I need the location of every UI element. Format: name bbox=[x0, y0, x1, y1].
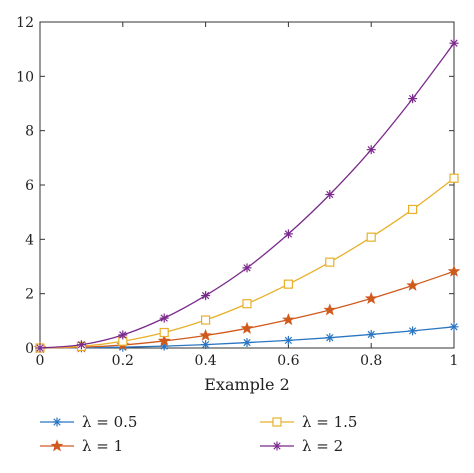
legend-label: λ = 0.5 bbox=[82, 413, 137, 431]
data-point bbox=[76, 340, 86, 350]
data-point bbox=[242, 299, 252, 309]
x-axis-title: Example 2 bbox=[204, 375, 290, 394]
data-point bbox=[366, 329, 376, 339]
data-point bbox=[157, 334, 171, 347]
data-point bbox=[449, 38, 459, 48]
data-point bbox=[159, 313, 169, 323]
legend: λ = 0.5 λ = 1 λ = 1.5 λ = 2 bbox=[40, 413, 357, 455]
x-tick-label: 0 bbox=[36, 353, 45, 369]
y-tick-label: 8 bbox=[25, 124, 34, 140]
data-point bbox=[325, 257, 335, 267]
y-tick-label: 10 bbox=[16, 69, 34, 85]
data-point bbox=[408, 204, 418, 215]
series-line-1 bbox=[39, 270, 455, 349]
x-tick-label: 0.8 bbox=[360, 353, 382, 369]
legend-marker bbox=[272, 441, 282, 451]
data-point bbox=[408, 94, 418, 104]
data-point bbox=[283, 335, 293, 345]
y-tick-label: 4 bbox=[25, 232, 34, 248]
legend-item: λ = 0.5 bbox=[40, 413, 137, 431]
data-point bbox=[406, 278, 419, 291]
data-point bbox=[201, 340, 211, 350]
data-point bbox=[325, 333, 335, 343]
legend-marker bbox=[272, 417, 282, 427]
x-tick-label: 1 bbox=[450, 353, 459, 369]
series-layer bbox=[33, 38, 461, 354]
plot-frame bbox=[39, 21, 455, 349]
data-point bbox=[201, 291, 211, 301]
data-point bbox=[323, 303, 337, 316]
data-point bbox=[447, 264, 461, 277]
data-point bbox=[242, 338, 252, 348]
data-point bbox=[366, 145, 376, 155]
data-point bbox=[283, 279, 293, 289]
data-point bbox=[199, 328, 212, 341]
data-point bbox=[240, 321, 254, 334]
data-point bbox=[364, 291, 378, 304]
data-point bbox=[159, 327, 169, 338]
legend-label: λ = 1.5 bbox=[302, 413, 357, 431]
x-tick-label: 0.2 bbox=[112, 353, 134, 369]
data-point bbox=[282, 313, 295, 326]
y-tick-label: 12 bbox=[16, 15, 34, 31]
legend-marker bbox=[52, 417, 62, 427]
data-point bbox=[118, 330, 128, 340]
data-point bbox=[366, 232, 376, 242]
legend-item: λ = 1 bbox=[40, 437, 123, 455]
legend-item: λ = 1.5 bbox=[260, 413, 357, 431]
legend-item: λ = 2 bbox=[260, 437, 343, 455]
legend-label: λ = 1 bbox=[82, 437, 123, 455]
axis-ticks bbox=[39, 21, 455, 349]
data-point bbox=[449, 322, 459, 332]
data-point bbox=[201, 315, 211, 325]
data-point bbox=[449, 173, 459, 183]
data-point bbox=[35, 343, 45, 353]
y-tick-label: 2 bbox=[25, 287, 34, 303]
legend-label: λ = 2 bbox=[302, 437, 343, 455]
x-tick-label: 0.6 bbox=[277, 353, 299, 369]
data-point bbox=[283, 229, 293, 239]
x-tick-label: 0.4 bbox=[194, 353, 216, 369]
y-tick-label: 6 bbox=[25, 178, 34, 194]
data-point bbox=[242, 263, 252, 273]
data-point bbox=[325, 190, 335, 200]
legend-marker bbox=[50, 439, 64, 452]
y-tick-label: 0 bbox=[25, 341, 34, 357]
data-point bbox=[408, 326, 418, 336]
